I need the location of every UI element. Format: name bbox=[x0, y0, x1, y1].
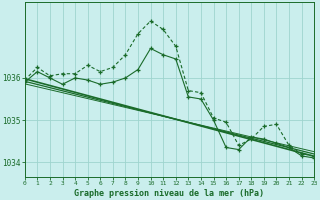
X-axis label: Graphe pression niveau de la mer (hPa): Graphe pression niveau de la mer (hPa) bbox=[75, 189, 264, 198]
